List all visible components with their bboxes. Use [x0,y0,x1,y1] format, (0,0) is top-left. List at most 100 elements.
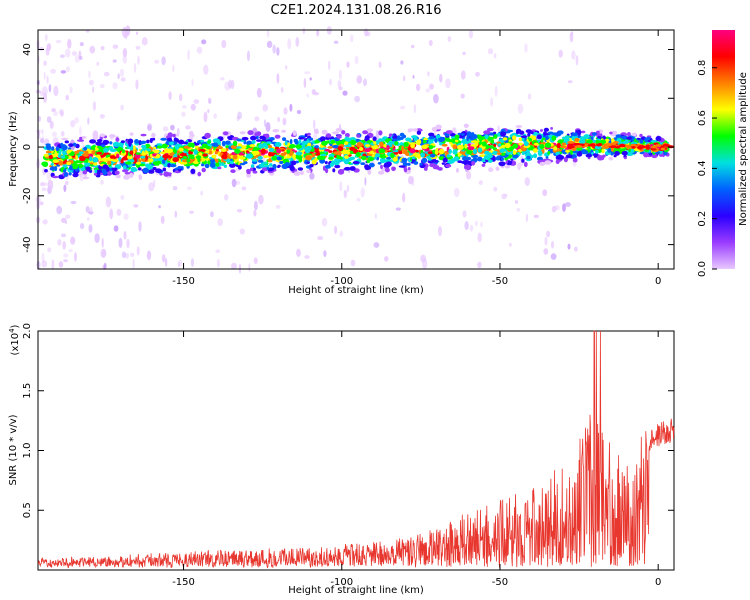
spectrogram-cell [336,135,342,139]
spectrogram-noise-cell [51,259,55,271]
spectrogram-cell [416,139,422,145]
spectrogram-cell [133,145,136,151]
spectrogram-cell [279,160,284,165]
spectrogram-cell [44,169,48,173]
spectrogram-noise-cell [100,46,105,51]
spectrogram-cell [167,163,171,168]
spectrogram-cell [470,140,478,143]
spectrogram-cell [252,147,260,151]
spectrogram-cell [630,148,635,154]
spectrogram-cell [367,156,375,162]
spectrogram-cell [493,134,498,139]
spectrogram-cell [140,155,146,159]
spectrogram-noise-cell [509,242,512,247]
spectrogram-noise-cell [90,206,93,216]
spectrogram-cell [109,155,115,159]
spectrogram-noise-cell [524,43,528,53]
spectrogram-cell [277,164,281,168]
spectrogram-cell [96,151,103,155]
spectrogram-noise-cell [162,126,169,132]
spectrogram-noise-cell [161,56,166,66]
spectrogram-noise-cell [400,60,404,65]
spectrogram-cell [139,163,146,167]
spectrogram-cell [194,145,199,149]
spectrogram-cell [496,152,502,155]
spectrogram-cell [571,132,579,137]
spectrogram-noise-cell [101,237,104,248]
spectrogram-cell [536,134,542,140]
spectrogram-noise-cell [354,55,359,65]
spectrogram-cell [406,162,411,166]
spectrogram-cell [364,164,369,170]
spectrogram-cell [578,139,586,144]
spectrogram-cell [142,167,150,174]
spectrogram-cell [120,158,124,164]
spectrogram-noise-cell [317,236,324,241]
spectrogram-cell [623,156,627,160]
spectrogram-cell [525,129,532,134]
spectrogram-cell [300,170,304,176]
spectrogram-cell [469,136,475,141]
spectrogram-cell [68,172,72,176]
spectrogram-cell [261,161,268,165]
spectrogram-cell [392,135,399,140]
spectrogram-cell [438,148,445,155]
spectrogram-cell [399,132,405,137]
spectrogram-noise-cell [296,109,302,115]
spectrogram-noise-cell [172,64,175,73]
spectrogram-cell [521,151,525,155]
spectrogram-noise-cell [356,75,363,84]
spectrogram-cell [397,135,401,141]
spectrogram-cell [481,163,486,167]
spectrogram-cell [435,135,441,139]
spectrogram-cell [42,162,49,168]
spectrogram-noise-cell [477,232,482,243]
spectrogram-noise-cell [339,230,344,237]
spectrogram-noise-cell [524,177,530,187]
spectrogram-noise-cell [132,258,135,270]
spectrogram-noise-cell [203,64,209,76]
spectrogram-cell [413,128,418,132]
spectrogram-noise-cell [94,233,100,244]
spectrogram-cell [230,144,238,150]
spectrogram-noise-cell [533,214,539,219]
spectrogram-noise-cell [236,116,240,121]
spectrogram-noise-cell [118,237,123,248]
spectrogram-noise-cell [230,79,235,90]
spectrogram-cell [109,134,116,138]
spectrogram-cell [49,154,53,160]
spectrogram-cell [191,142,195,148]
spectrogram-cell [186,158,191,163]
spectrogram-cell [135,163,141,169]
spectrogram-cell [545,156,549,159]
spectrogram-cell [268,148,275,152]
spectrogram-cell [413,161,419,165]
spectrogram-noise-cell [66,66,70,73]
spectrogram-cell [576,151,583,157]
spectrogram-cell [168,141,175,146]
spectrogram-cell [657,138,662,141]
spectrogram-cell [116,153,120,159]
spectrogram-cell [526,155,531,160]
spectrogram-cell [626,136,632,140]
spectrogram-cell [92,157,99,163]
spectrogram-cell [66,161,72,166]
spectrogram-noise-cell [179,93,183,102]
figure-title: C2E1.2024.131.08.26.R16 [270,3,441,18]
spectrogram-cell [109,141,113,145]
spectrogram-cell [639,149,644,152]
spectrogram-cell [499,148,507,152]
spectrogram-cell [96,169,101,176]
spectrogram-cell [239,131,246,135]
spectrogram-cell [646,136,651,141]
spectrogram-cell [330,139,336,144]
spectrogram-noise-cell [135,31,139,35]
spectrogram-noise-cell [96,61,100,66]
spectrogram-cell [212,138,220,143]
spectrogram-y-tick-label: -20 [22,188,33,204]
spectrogram-cell [140,133,147,137]
spectrogram-noise-cell [256,87,262,98]
spectrogram-cell [337,169,345,175]
spectrogram-cell [463,160,470,164]
spectrogram-noise-cell [62,241,66,250]
